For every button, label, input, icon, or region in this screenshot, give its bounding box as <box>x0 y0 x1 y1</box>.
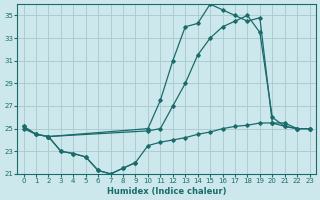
X-axis label: Humidex (Indice chaleur): Humidex (Indice chaleur) <box>107 187 226 196</box>
